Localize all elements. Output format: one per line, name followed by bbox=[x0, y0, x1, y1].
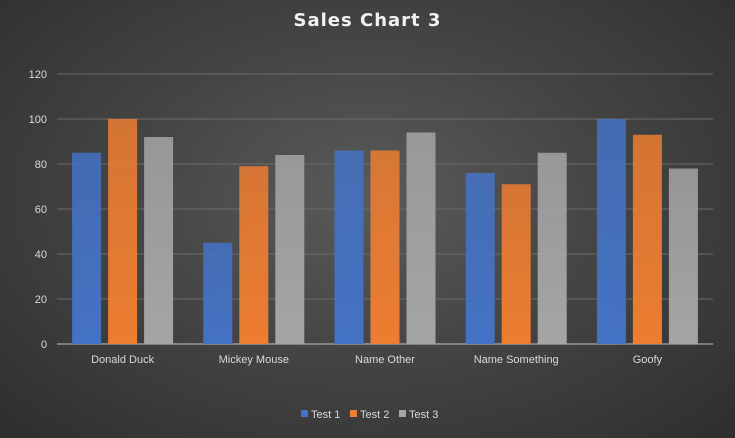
bar-test-1 bbox=[465, 173, 495, 344]
y-tick-label: 120 bbox=[29, 69, 47, 81]
y-tick-label: 20 bbox=[35, 294, 47, 306]
bar-test-3 bbox=[668, 168, 698, 344]
x-category-label: Name Something bbox=[474, 354, 559, 366]
bar-test-2 bbox=[501, 184, 531, 344]
y-tick-label: 0 bbox=[41, 339, 47, 351]
legend-label: Test 2 bbox=[360, 409, 389, 421]
bar-test-3 bbox=[537, 152, 567, 344]
legend-label: Test 1 bbox=[311, 409, 340, 421]
x-category-label: Name Other bbox=[355, 354, 415, 366]
bar-test-3 bbox=[144, 137, 174, 344]
legend-swatch bbox=[350, 410, 357, 417]
bar-test-3 bbox=[406, 132, 436, 344]
bar-test-2 bbox=[370, 150, 400, 344]
bar-test-1 bbox=[203, 242, 233, 344]
bar-test-1 bbox=[334, 150, 364, 344]
x-axis-categories: Donald Duck Mickey Mouse Name Other Name So… bbox=[91, 354, 662, 366]
legend-swatch bbox=[301, 410, 308, 417]
y-tick-label: 80 bbox=[35, 159, 47, 171]
bar-test-1 bbox=[72, 152, 102, 344]
bar-test-2 bbox=[239, 166, 269, 344]
bars bbox=[72, 119, 698, 344]
y-tick-label: 60 bbox=[35, 204, 47, 216]
x-category-label: Donald Duck bbox=[91, 354, 154, 366]
legend-label: Test 3 bbox=[409, 409, 438, 421]
bar-test-2 bbox=[632, 134, 662, 344]
bar-test-1 bbox=[596, 119, 626, 344]
bar-test-2 bbox=[108, 119, 138, 344]
y-tick-label: 40 bbox=[35, 249, 47, 261]
bar-test-3 bbox=[275, 155, 305, 344]
legend-swatch bbox=[399, 410, 406, 417]
chart-title: Sales Chart 3 bbox=[293, 10, 442, 31]
y-axis-ticks: 0 20 40 60 80 100 120 bbox=[29, 69, 47, 351]
x-category-label: Mickey Mouse bbox=[219, 354, 289, 366]
x-category-label: Goofy bbox=[633, 354, 663, 366]
legend: Test 1 Test 2 Test 3 bbox=[301, 409, 438, 421]
y-tick-label: 100 bbox=[29, 114, 47, 126]
